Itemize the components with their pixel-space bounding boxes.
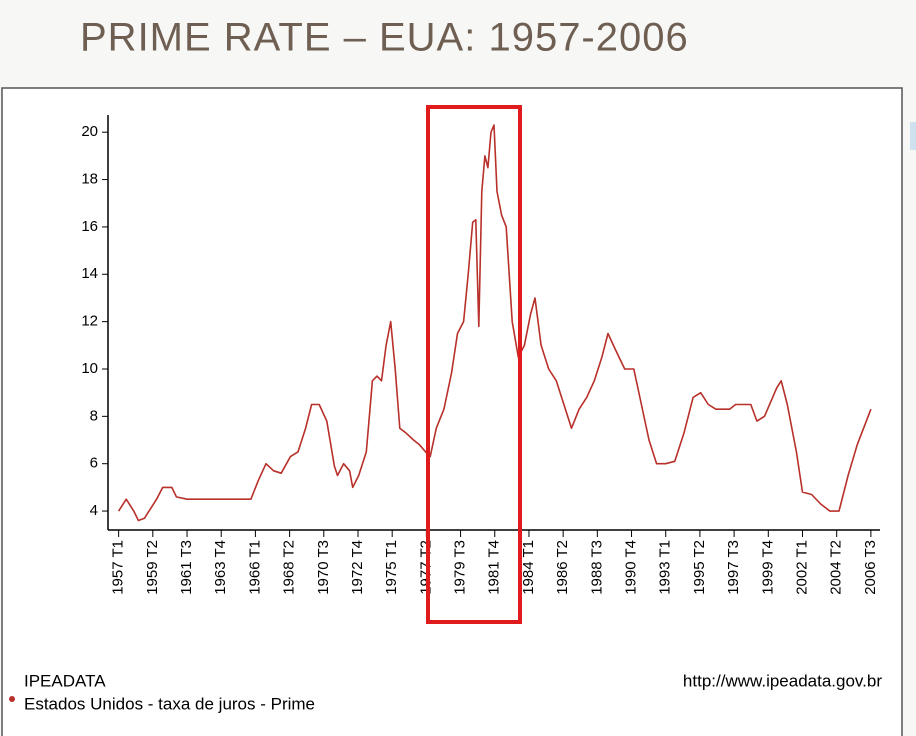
x-tick-label: 1963 T4 [212,540,229,595]
slide-edge [910,122,916,150]
x-tick-label: 2006 T3 [862,540,879,595]
y-tick-label: 20 [81,123,98,140]
y-tick-label: 16 [81,218,98,235]
x-tick-label: 1979 T3 [452,540,469,595]
source-url: http://www.ipeadata.gov.br [683,671,882,690]
source-label: IPEADATA [24,671,106,690]
x-tick-label: 1981 T4 [486,540,503,595]
x-tick-label: 1984 T1 [520,540,537,595]
y-tick-label: 14 [81,265,98,282]
x-tick-label: 1977 T2 [417,540,434,595]
x-tick-label: 1961 T3 [178,540,195,595]
x-tick-label: 1966 T1 [246,540,263,595]
y-tick-label: 4 [90,502,98,519]
x-tick-label: 1959 T2 [144,540,161,595]
x-tick-label: 1986 T2 [554,540,571,595]
y-tick-label: 6 [90,455,98,472]
x-tick-label: 1997 T3 [725,540,742,595]
highlight-box [426,105,522,624]
x-tick-label: 1957 T1 [110,540,127,595]
x-tick-label: 1995 T2 [691,540,708,595]
x-tick-label: 1999 T4 [759,540,776,595]
x-tick-label: 1968 T2 [281,540,298,595]
chart-title: PRIME RATE – EUA: 1957-2006 [80,16,689,60]
x-tick-label: 1975 T1 [383,540,400,595]
x-tick-label: 1993 T1 [657,540,674,595]
x-tick-label: 2004 T2 [828,540,845,595]
y-tick-label: 8 [90,407,98,424]
x-tick-label: 1972 T4 [349,540,366,595]
x-tick-label: 1970 T3 [315,540,332,595]
series-line [117,124,872,522]
y-tick-label: 18 [81,171,98,188]
chart-frame [1,87,903,736]
x-tick-label: 2002 T1 [793,540,810,595]
y-tick-label: 10 [81,360,98,377]
x-tick-label: 1988 T3 [588,540,605,595]
x-tick-label: 1990 T4 [623,540,640,595]
legend-label: Estados Unidos - taxa de juros - Prime [24,694,315,713]
legend-marker [9,696,15,702]
y-tick-label: 12 [81,313,98,330]
